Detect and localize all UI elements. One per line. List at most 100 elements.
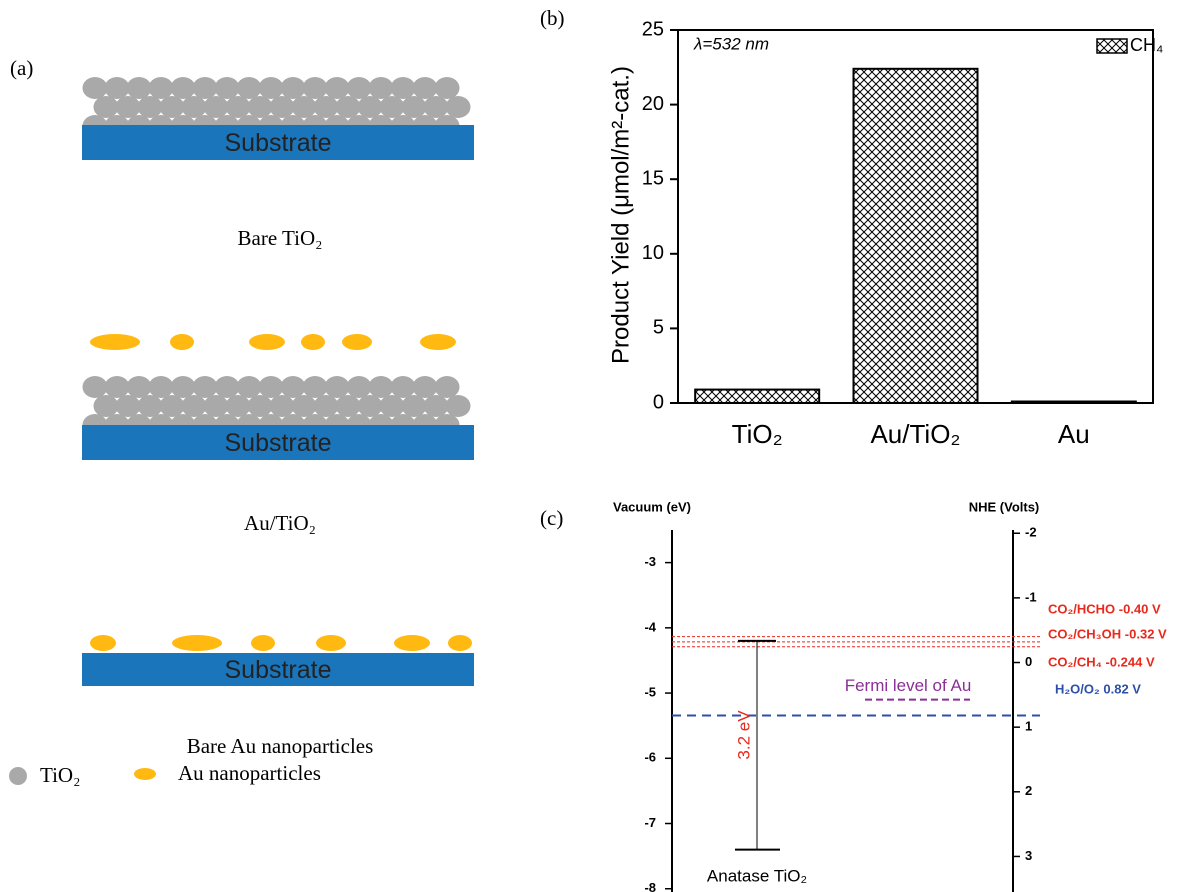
bar xyxy=(854,69,978,403)
tio2-particle xyxy=(380,96,405,118)
tio2-particle xyxy=(116,395,141,417)
tio2-particle xyxy=(193,77,218,99)
y-tick-label: -6 xyxy=(644,750,656,765)
tio2-particle xyxy=(402,395,427,417)
tio2-particle xyxy=(182,96,207,118)
tio2-particle xyxy=(435,77,460,99)
y-tick-label: 0 xyxy=(653,391,664,413)
level-label: H₂O/O₂ 0.82 V xyxy=(1055,681,1141,696)
tio2-particle xyxy=(215,77,240,99)
tio2-particle xyxy=(83,376,108,398)
au-particle xyxy=(249,334,285,350)
y2-tick-label: 1 xyxy=(1025,719,1032,734)
tio2-particle xyxy=(259,77,284,99)
tio2-particle xyxy=(369,77,394,99)
substrate-label: Substrate xyxy=(224,656,331,684)
x-tick-label: TiO₂ xyxy=(732,419,783,449)
tio2-particle xyxy=(446,96,471,118)
au-particle xyxy=(172,635,222,651)
band-label: Anatase TiO₂ xyxy=(707,866,807,885)
tio2-particle xyxy=(391,376,416,398)
au-particle xyxy=(170,334,194,350)
y2-tick-label: 0 xyxy=(1025,654,1032,669)
tio2-particle xyxy=(402,96,427,118)
au-particle xyxy=(90,334,140,350)
tio2-particle xyxy=(292,395,317,417)
tio2-particle xyxy=(325,77,350,99)
caption: Bare TiO₂ xyxy=(238,226,323,250)
au-particle xyxy=(90,635,116,651)
tio2-particle xyxy=(413,376,438,398)
legend-swatch xyxy=(1097,39,1127,53)
annotation: λ=532 nm xyxy=(693,34,769,53)
x-tick-label: Au xyxy=(1058,419,1090,449)
tio2-particle xyxy=(248,395,273,417)
y-tick-label: -7 xyxy=(644,815,656,830)
bar xyxy=(695,390,819,403)
tio2-particle xyxy=(270,395,295,417)
y-tick-label: -3 xyxy=(644,554,656,569)
y-tick-label: 5 xyxy=(653,317,664,339)
tio2-particle xyxy=(336,96,361,118)
au-particle xyxy=(394,635,430,651)
tio2-particle xyxy=(358,395,383,417)
gap-label: 3.2 eV xyxy=(734,710,753,760)
tio2-particle xyxy=(237,77,262,99)
x-tick-label: Au/TiO₂ xyxy=(870,419,960,449)
tio2-particle xyxy=(215,376,240,398)
tio2-particle xyxy=(226,96,251,118)
tio2-particle xyxy=(127,376,152,398)
tio2-particle xyxy=(325,376,350,398)
tio2-particle xyxy=(281,77,306,99)
panel-label: (c) xyxy=(540,506,563,530)
au-particle xyxy=(251,635,275,651)
tio2-particle xyxy=(347,376,372,398)
level-label: CO₂/CH₄ -0.244 V xyxy=(1048,654,1155,669)
tio2-particle xyxy=(160,395,185,417)
au-particle xyxy=(301,334,325,350)
y-tick-label: 15 xyxy=(642,167,664,189)
tio2-particle xyxy=(105,77,130,99)
y-tick-label: 20 xyxy=(642,93,664,115)
caption: Au/TiO₂ xyxy=(244,511,316,535)
y2-tick-label: 2 xyxy=(1025,783,1032,798)
tio2-particle xyxy=(226,395,251,417)
au-particle xyxy=(342,334,372,350)
y-axis-label: Product Yield (μmol/m²-cat.) xyxy=(607,66,634,364)
tio2-particle xyxy=(237,376,262,398)
tio2-particle xyxy=(138,395,163,417)
y2-tick-label: 3 xyxy=(1025,848,1032,863)
level-label: CO₂/CH₃OH -0.32 V xyxy=(1048,626,1167,641)
tio2-particle xyxy=(204,395,229,417)
panel-label: (a) xyxy=(10,56,33,80)
tio2-particle xyxy=(204,96,229,118)
y-tick-label: -4 xyxy=(644,619,656,634)
tio2-particle xyxy=(127,77,152,99)
tio2-particle xyxy=(171,376,196,398)
tio2-particle xyxy=(259,376,284,398)
tio2-particle xyxy=(149,77,174,99)
tio2-particle xyxy=(171,77,196,99)
tio2-particle xyxy=(105,376,130,398)
tio2-particle xyxy=(149,376,174,398)
tio2-particle xyxy=(314,96,339,118)
bar xyxy=(1012,402,1136,403)
tio2-particle xyxy=(424,395,449,417)
tio2-particle xyxy=(424,96,449,118)
tio2-particle xyxy=(303,77,328,99)
tio2-particle xyxy=(369,376,394,398)
tio2-particle xyxy=(182,395,207,417)
tio2-particle xyxy=(336,395,361,417)
legend-label: CH₄ xyxy=(1130,35,1163,55)
tio2-particle xyxy=(446,395,471,417)
y-tick-label: -8 xyxy=(644,880,656,892)
substrate-label: Substrate xyxy=(224,129,331,157)
tio2-particle xyxy=(248,96,273,118)
au-particle xyxy=(448,635,472,651)
tio2-particle xyxy=(314,395,339,417)
tio2-particle xyxy=(138,96,163,118)
y-tick-label: 25 xyxy=(642,18,664,40)
tio2-particle xyxy=(160,96,185,118)
tio2-particle xyxy=(193,376,218,398)
tio2-particle xyxy=(94,395,119,417)
